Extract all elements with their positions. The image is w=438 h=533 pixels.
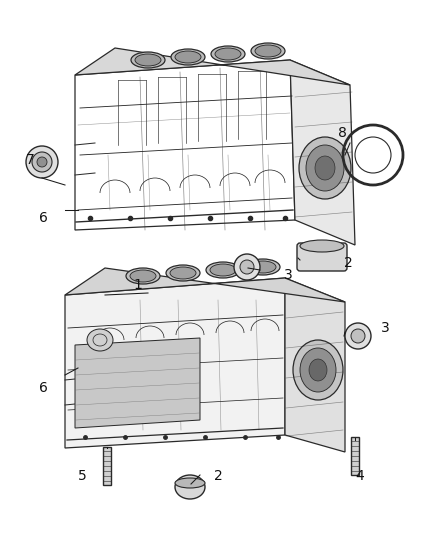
Ellipse shape <box>215 48 241 60</box>
Text: 8: 8 <box>338 126 346 140</box>
Circle shape <box>351 329 365 343</box>
Polygon shape <box>65 278 285 448</box>
Text: 4: 4 <box>356 469 364 483</box>
Ellipse shape <box>306 145 344 191</box>
Ellipse shape <box>293 340 343 400</box>
Ellipse shape <box>170 267 196 279</box>
Polygon shape <box>285 278 345 452</box>
Text: 6: 6 <box>39 211 47 225</box>
Ellipse shape <box>309 359 327 381</box>
FancyBboxPatch shape <box>297 243 347 271</box>
Text: 7: 7 <box>26 153 34 167</box>
Ellipse shape <box>255 45 281 57</box>
Ellipse shape <box>300 348 336 392</box>
Text: 6: 6 <box>39 381 47 395</box>
Ellipse shape <box>175 51 201 63</box>
Text: 1: 1 <box>134 278 142 292</box>
Text: 3: 3 <box>284 268 293 282</box>
Ellipse shape <box>211 46 245 62</box>
Ellipse shape <box>135 54 161 66</box>
Text: 2: 2 <box>214 469 223 483</box>
Ellipse shape <box>130 270 156 282</box>
Polygon shape <box>65 268 345 302</box>
Ellipse shape <box>315 156 335 180</box>
Circle shape <box>234 254 260 280</box>
Text: 3: 3 <box>381 321 389 335</box>
Ellipse shape <box>251 43 285 59</box>
Ellipse shape <box>175 478 205 488</box>
Text: 5: 5 <box>78 469 86 483</box>
Ellipse shape <box>210 264 236 276</box>
Text: 2: 2 <box>344 256 353 270</box>
Ellipse shape <box>246 259 280 275</box>
Polygon shape <box>103 447 111 485</box>
Circle shape <box>26 146 58 178</box>
Polygon shape <box>75 338 200 428</box>
Circle shape <box>240 260 254 274</box>
Ellipse shape <box>250 261 276 273</box>
Circle shape <box>32 152 52 172</box>
Ellipse shape <box>131 52 165 68</box>
Ellipse shape <box>171 49 205 65</box>
Ellipse shape <box>87 329 113 351</box>
Polygon shape <box>351 437 359 475</box>
Polygon shape <box>290 60 355 245</box>
Ellipse shape <box>126 268 160 284</box>
Circle shape <box>345 323 371 349</box>
Ellipse shape <box>300 240 344 252</box>
Ellipse shape <box>166 265 200 281</box>
Ellipse shape <box>175 475 205 499</box>
Polygon shape <box>75 48 350 85</box>
Ellipse shape <box>206 262 240 278</box>
Circle shape <box>37 157 47 167</box>
Ellipse shape <box>299 137 351 199</box>
